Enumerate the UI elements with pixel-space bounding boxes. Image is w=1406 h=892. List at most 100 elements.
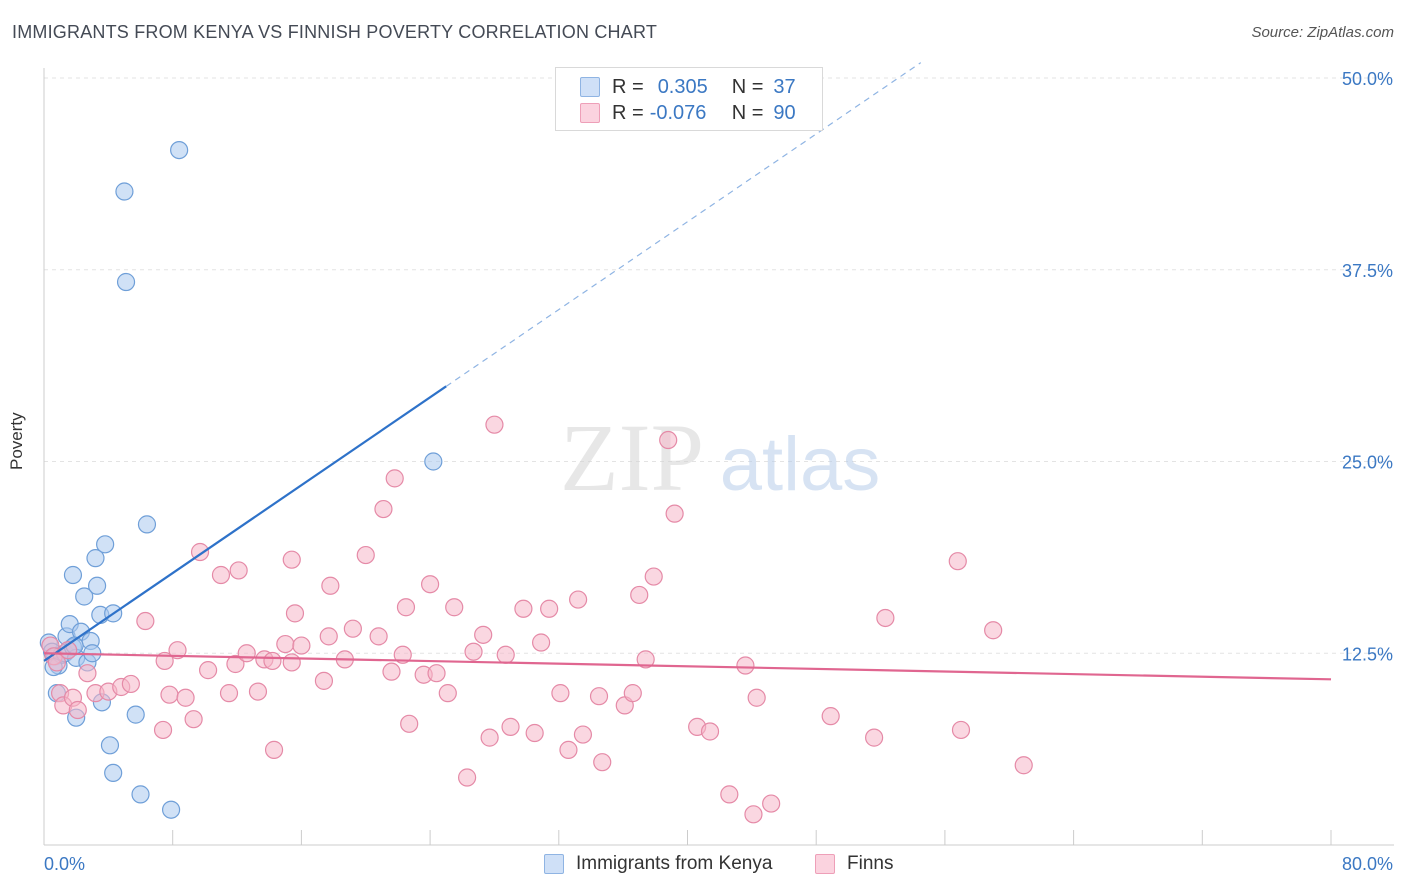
- point-finns: [421, 575, 440, 594]
- point-finns: [623, 684, 642, 703]
- point-finns: [176, 688, 195, 707]
- point-finns: [551, 684, 570, 703]
- point-finns: [480, 728, 499, 747]
- point-finns: [1014, 756, 1033, 775]
- point-finns: [264, 740, 284, 759]
- point-finns: [644, 567, 663, 586]
- point-finns: [400, 714, 419, 733]
- point-kenya: [63, 565, 83, 585]
- bottom-legend-finns: Finns: [815, 852, 893, 876]
- point-kenya: [104, 763, 123, 783]
- source-label: Source: ZipAtlas.com: [1251, 24, 1394, 41]
- y-tick-label: 37.5%: [1342, 261, 1393, 281]
- trend-lines: [43, 62, 1332, 681]
- x-tick-label: 80.0%: [1342, 854, 1393, 874]
- point-finns: [876, 608, 895, 628]
- point-finns: [211, 565, 231, 585]
- point-finns: [501, 717, 520, 736]
- point-finns: [248, 682, 268, 701]
- point-finns: [226, 654, 245, 674]
- chart-title: IMMIGRANTS FROM KENYA VS FINNISH POVERTY…: [12, 22, 658, 42]
- point-finns: [343, 619, 362, 638]
- point-kenya: [75, 587, 94, 606]
- trend-line-kenya-extension: [445, 62, 922, 387]
- point-finns: [865, 728, 884, 747]
- bottom-legend-label-finns: Finns: [847, 853, 894, 874]
- bottom-legend-label-kenya: Immigrants from Kenya: [576, 853, 773, 874]
- point-finns: [321, 576, 340, 595]
- point-kenya: [137, 515, 157, 534]
- bottom-legend-kenya: Immigrants from Kenya: [544, 852, 772, 876]
- point-finns: [292, 636, 311, 655]
- point-finns: [282, 550, 301, 569]
- point-kenya: [161, 800, 181, 819]
- bottom-legend-swatch-kenya: [544, 854, 564, 874]
- point-finns: [948, 552, 967, 571]
- point-finns: [382, 662, 401, 681]
- y-tick-label: 50.0%: [1342, 69, 1393, 89]
- legend-n-value: 90: [773, 101, 796, 124]
- point-finns: [385, 469, 404, 488]
- point-kenya: [115, 182, 134, 201]
- point-finns: [427, 664, 446, 683]
- legend-n-label: N =: [731, 101, 764, 124]
- point-finns: [700, 722, 720, 741]
- point-finns: [356, 545, 375, 565]
- point-finns: [736, 656, 755, 675]
- point-finns: [593, 753, 612, 772]
- points-series-finns: [41, 415, 1033, 824]
- watermark: ZIP atlas: [560, 404, 880, 511]
- point-kenya: [87, 576, 107, 595]
- point-finns: [121, 674, 140, 694]
- point-finns: [438, 684, 457, 703]
- stats-legend: R = 0.305 N = 37 R = -0.076 N = 90: [555, 67, 823, 131]
- point-finns: [319, 627, 338, 646]
- trend-line-kenya: [43, 385, 447, 662]
- point-finns: [276, 634, 295, 654]
- point-finns: [514, 599, 533, 618]
- point-finns: [78, 664, 97, 683]
- point-finns: [636, 650, 655, 669]
- point-finns: [821, 707, 840, 726]
- legend-swatch-kenya: [580, 77, 600, 97]
- point-finns: [532, 633, 551, 652]
- point-finns: [184, 710, 203, 729]
- point-finns: [485, 415, 504, 434]
- point-kenya: [424, 452, 443, 471]
- point-finns: [237, 644, 256, 663]
- point-finns: [396, 598, 416, 617]
- point-finns: [747, 688, 766, 707]
- point-finns: [762, 794, 781, 813]
- point-kenya: [170, 140, 189, 160]
- y-axis-label: Poverty: [7, 412, 26, 470]
- point-finns: [474, 625, 493, 644]
- point-finns: [198, 661, 218, 680]
- point-finns: [168, 641, 187, 660]
- point-finns: [68, 700, 87, 720]
- point-finns: [263, 651, 282, 671]
- point-kenya: [86, 549, 105, 568]
- point-finns: [314, 671, 334, 690]
- legend-n-label: N =: [731, 75, 764, 98]
- watermark-atlas: atlas: [720, 422, 881, 507]
- point-finns: [665, 504, 684, 523]
- legend-row-kenya: R = 0.305 N = 37: [580, 75, 796, 99]
- point-finns: [496, 645, 515, 664]
- point-finns: [720, 785, 739, 804]
- point-finns: [282, 653, 301, 672]
- point-finns: [630, 585, 649, 605]
- point-finns: [525, 723, 544, 743]
- point-finns: [464, 642, 483, 661]
- point-finns: [589, 687, 609, 706]
- point-finns: [369, 627, 388, 646]
- x-tick-label: 0.0%: [44, 854, 85, 874]
- point-finns: [744, 805, 763, 824]
- point-kenya: [116, 272, 136, 292]
- legend-n-value: 37: [773, 75, 796, 98]
- point-finns: [458, 768, 477, 787]
- legend-r-label: R =: [612, 101, 644, 124]
- point-finns: [984, 621, 1003, 640]
- point-finns: [951, 720, 971, 740]
- points-series-kenya: [39, 140, 443, 819]
